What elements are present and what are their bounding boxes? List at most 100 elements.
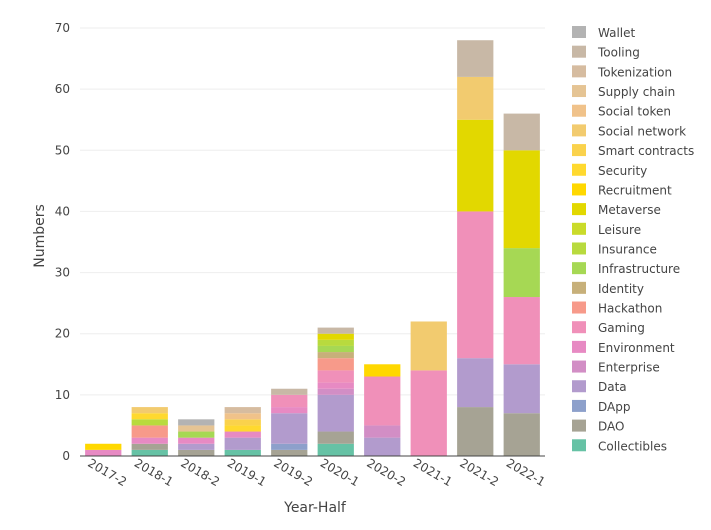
legend-item-metaverse[interactable]: Metaverse xyxy=(572,203,661,217)
legend-swatch xyxy=(572,65,586,78)
bar-segment-collectibles[interactable] xyxy=(317,443,354,456)
legend-label: Security xyxy=(598,164,647,178)
bar-segment-data[interactable] xyxy=(224,437,261,450)
bar-segment-infrastructure[interactable] xyxy=(503,248,540,298)
legend-item-environment[interactable]: Environment xyxy=(572,340,675,355)
x-tick-label: 2017-2 xyxy=(85,456,129,489)
legend-item-hackathon[interactable]: Hackathon xyxy=(572,301,662,316)
legend[interactable]: Wallet Tooling Tokenization Supply chain Soc… xyxy=(572,26,694,453)
legend-item-dao[interactable]: DAO xyxy=(572,419,624,434)
legend-label: Gaming xyxy=(598,321,645,335)
bar-segment-insurance[interactable] xyxy=(317,339,354,346)
legend-item-infrastructure[interactable]: Infrastructure xyxy=(572,262,680,276)
bar-segment-metaverse[interactable] xyxy=(503,150,540,249)
bar-segment-tokenization[interactable] xyxy=(224,407,261,414)
y-tick-label: 40 xyxy=(55,204,70,218)
x-tick-label: 2022-1 xyxy=(504,456,548,489)
gridlines xyxy=(80,27,545,396)
legend-item-social-network[interactable]: Social network xyxy=(572,124,686,138)
bar-segment-gaming[interactable] xyxy=(317,370,354,383)
bar-segment-data[interactable] xyxy=(503,364,540,414)
legend-item-dapp[interactable]: DApp xyxy=(572,399,630,414)
bar-segment-dapp[interactable] xyxy=(271,443,308,450)
legend-label: Collectibles xyxy=(598,439,667,453)
legend-item-supply-chain[interactable]: Supply chain xyxy=(572,85,675,99)
bar-segment-gaming[interactable] xyxy=(364,376,401,426)
legend-swatch xyxy=(572,124,586,137)
bar-segment-environment[interactable] xyxy=(131,437,168,444)
bar-segment-data[interactable] xyxy=(271,413,308,444)
legend-item-recruitment[interactable]: Recruitment xyxy=(572,183,672,197)
bar-segment-infrastructure[interactable] xyxy=(317,345,354,353)
bar-segment-smart-contracts[interactable] xyxy=(224,419,261,426)
legend-item-insurance[interactable]: Insurance xyxy=(572,242,657,256)
bar-segment-gaming[interactable] xyxy=(410,370,447,456)
bar-segment-data[interactable] xyxy=(178,443,215,450)
bar-segment-recruitment[interactable] xyxy=(364,364,401,377)
bar-segment-tooling[interactable] xyxy=(503,113,540,151)
legend-swatch xyxy=(572,203,586,216)
bar-segment-social-token[interactable] xyxy=(224,413,261,420)
bar-segment-security[interactable] xyxy=(224,425,261,432)
legend-item-leisure[interactable]: Leisure xyxy=(572,222,641,237)
bar-segment-dao[interactable] xyxy=(503,413,540,456)
bar-segment-tooling[interactable] xyxy=(317,327,354,334)
bar-segment-social-network[interactable] xyxy=(457,76,494,120)
bar-segment-dao[interactable] xyxy=(131,443,168,450)
bar-segment-environment[interactable] xyxy=(85,449,122,456)
bar-segment-dao[interactable] xyxy=(271,449,308,456)
bar-segment-dao[interactable] xyxy=(178,449,215,456)
bar-segment-environment[interactable] xyxy=(317,382,354,389)
legend-item-tokenization[interactable]: Tokenization xyxy=(572,65,672,79)
bar-segment-environment[interactable] xyxy=(224,431,261,438)
legend-swatch xyxy=(572,26,586,38)
bar-segment-tooling[interactable] xyxy=(457,40,494,77)
bar-segment-security[interactable] xyxy=(131,413,168,420)
bar-segment-data[interactable] xyxy=(317,394,354,432)
legend-swatch xyxy=(572,183,586,196)
legend-label: Leisure xyxy=(598,223,641,237)
bar-segment-enterprise[interactable] xyxy=(364,425,401,438)
bar-segment-data[interactable] xyxy=(364,437,401,456)
legend-swatch xyxy=(572,262,586,275)
bar-segment-environment[interactable] xyxy=(271,407,308,414)
bar-segment-identity[interactable] xyxy=(317,352,354,359)
legend-item-wallet[interactable]: Wallet xyxy=(572,26,636,40)
bar-segment-social-network[interactable] xyxy=(410,321,447,371)
bar-segment-data[interactable] xyxy=(457,358,494,408)
bar-segment-dao[interactable] xyxy=(457,407,494,456)
legend-item-identity[interactable]: Identity xyxy=(572,281,644,296)
bar-segment-gaming[interactable] xyxy=(271,394,308,408)
bar-segment-dao[interactable] xyxy=(317,431,354,444)
bar-segment-infrastructure[interactable] xyxy=(178,431,215,438)
bar-segment-environment[interactable] xyxy=(178,437,215,444)
legend-item-social-token[interactable]: Social token xyxy=(572,104,671,119)
bar-segment-gaming[interactable] xyxy=(503,297,540,365)
bar-segment-supply-chain[interactable] xyxy=(178,425,215,432)
legend-item-enterprise[interactable]: Enterprise xyxy=(572,360,660,375)
bar-segment-hackathon[interactable] xyxy=(131,425,168,438)
bar-segment-metaverse[interactable] xyxy=(457,119,494,212)
legend-swatch xyxy=(572,45,586,58)
legend-label: Hackathon xyxy=(598,302,662,316)
bar-segment-gaming[interactable] xyxy=(457,211,494,359)
bar-segment-recruitment[interactable] xyxy=(85,443,122,450)
bar-segment-social-network[interactable] xyxy=(131,407,168,414)
legend-item-tooling[interactable]: Tooling xyxy=(572,45,640,60)
bar-segment-enterprise[interactable] xyxy=(317,388,354,395)
x-tick-label: 2020-2 xyxy=(364,456,408,489)
bar-segment-wallet[interactable] xyxy=(178,419,215,426)
bar-segment-insurance[interactable] xyxy=(131,419,168,426)
legend-item-data[interactable]: Data xyxy=(572,380,627,394)
legend-item-gaming[interactable]: Gaming xyxy=(572,321,645,335)
bar-segment-collectibles[interactable] xyxy=(224,449,261,456)
legend-item-collectibles[interactable]: Collectibles xyxy=(572,439,667,453)
x-tick-label: 2019-1 xyxy=(225,456,269,489)
bar-segment-metaverse[interactable] xyxy=(317,333,354,340)
legend-item-smart-contracts[interactable]: Smart contracts xyxy=(572,144,694,158)
legend-item-security[interactable]: Security xyxy=(572,163,647,178)
bar-segment-tooling[interactable] xyxy=(271,388,308,395)
bar-segment-collectibles[interactable] xyxy=(131,449,168,456)
bar-segment-hackathon[interactable] xyxy=(317,358,354,371)
legend-label: Tooling xyxy=(597,46,640,60)
